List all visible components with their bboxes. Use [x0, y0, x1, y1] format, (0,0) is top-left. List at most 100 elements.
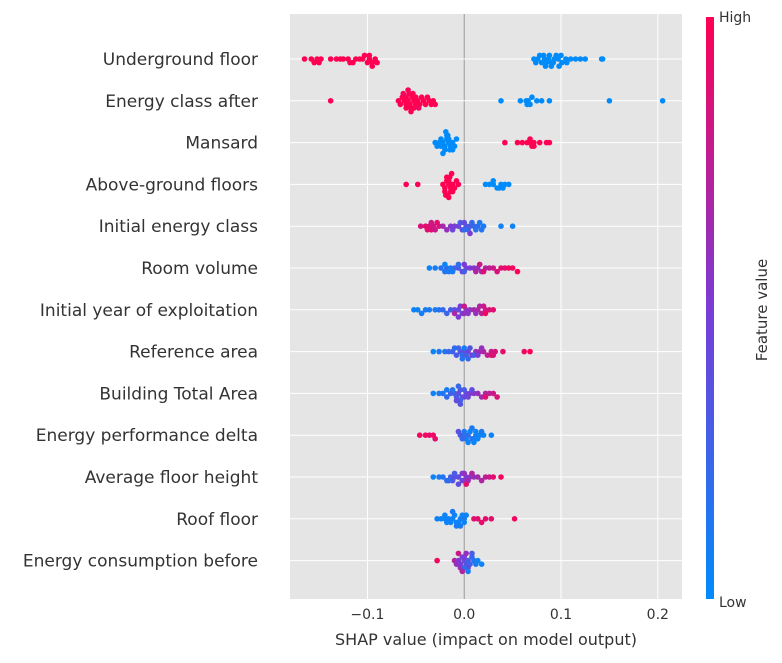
- shap-point: [467, 345, 473, 351]
- shap-point: [465, 568, 471, 575]
- shap-point: [486, 390, 493, 397]
- shap-point: [553, 52, 559, 59]
- shap-point: [422, 101, 429, 108]
- shap-point: [467, 230, 473, 237]
- shap-point: [434, 516, 440, 522]
- shap-point: [457, 219, 464, 226]
- shap-point: [490, 265, 497, 271]
- shap-point: [432, 436, 438, 442]
- shap-point: [546, 98, 553, 104]
- shap-point: [474, 557, 481, 564]
- shap-point: [400, 90, 407, 97]
- feature-label: Roof floor: [176, 510, 258, 530]
- shap-point: [426, 432, 433, 439]
- shap-point: [558, 52, 564, 59]
- shap-point: [446, 147, 453, 153]
- shap-point: [498, 98, 504, 104]
- shap-point: [490, 352, 497, 359]
- shap-point: [445, 477, 452, 484]
- feature-label: Underground floor: [103, 50, 258, 70]
- shap-point: [471, 516, 477, 522]
- shap-point: [442, 512, 448, 518]
- shap-point: [546, 139, 553, 146]
- shap-point: [416, 432, 423, 439]
- shap-point: [480, 268, 487, 275]
- shap-point: [473, 268, 479, 275]
- shap-point: [473, 310, 479, 317]
- shap-point: [455, 181, 462, 188]
- shap-point: [447, 307, 454, 313]
- shap-point: [444, 394, 450, 400]
- shap-point: [490, 307, 497, 313]
- shap-point: [502, 265, 508, 271]
- shap-point: [457, 401, 464, 408]
- shap-point: [467, 265, 473, 271]
- shap-point: [509, 223, 516, 229]
- shap-point: [403, 105, 409, 111]
- shap-point: [469, 470, 475, 477]
- feature-label: Energy class after: [105, 92, 258, 112]
- shap-point: [500, 348, 506, 355]
- shap-point: [428, 219, 435, 226]
- shap-point: [410, 90, 416, 97]
- x-tick-labels: −0.1 0.0 0.1 0.2: [350, 607, 669, 623]
- shap-point: [463, 512, 469, 518]
- shap-point: [465, 439, 471, 446]
- x-tick-label: 0.1: [550, 607, 572, 623]
- shap-point: [459, 477, 466, 484]
- shap-point: [514, 268, 521, 275]
- shap-point: [529, 94, 535, 100]
- shap-point: [455, 383, 462, 390]
- shap-point: [397, 101, 404, 108]
- feature-label: Energy consumption before: [23, 552, 258, 572]
- x-tick-label: 0.2: [647, 607, 669, 623]
- feature-label: Above-ground floors: [86, 175, 259, 195]
- shap-point: [430, 474, 437, 480]
- shap-point: [469, 387, 475, 393]
- shap-point: [465, 394, 471, 400]
- shap-point: [436, 474, 442, 480]
- shap-point: [473, 428, 479, 435]
- shap-point: [436, 348, 442, 355]
- shap-point: [476, 261, 483, 268]
- shap-point: [461, 227, 468, 233]
- shap-point: [521, 348, 528, 355]
- shap-point: [461, 310, 468, 317]
- shap-point: [455, 314, 462, 320]
- feature-label: Initial energy class: [99, 217, 258, 237]
- shap-point: [542, 63, 549, 69]
- shap-point: [461, 219, 468, 226]
- shap-point: [474, 436, 481, 442]
- shap-point: [474, 352, 481, 359]
- shap-point: [430, 348, 437, 355]
- shap-point: [527, 348, 533, 355]
- shap-point: [556, 63, 562, 69]
- shap-point: [478, 561, 485, 567]
- x-tick-label: 0.0: [453, 607, 475, 623]
- shap-point: [455, 481, 462, 488]
- shap-point: [457, 303, 464, 310]
- feature-label: Energy performance delta: [36, 426, 258, 446]
- shap-point: [449, 268, 456, 275]
- shap-point: [444, 227, 450, 233]
- shap-point: [488, 516, 495, 522]
- shap-point: [455, 345, 462, 351]
- shap-point: [426, 307, 433, 313]
- shap-point: [536, 139, 543, 146]
- shap-point: [461, 268, 468, 275]
- shap-point: [531, 143, 537, 149]
- shap-point: [340, 56, 347, 62]
- shap-point: [414, 307, 421, 313]
- shap-point: [461, 303, 468, 310]
- shap-point: [442, 261, 448, 268]
- shap-point: [361, 52, 368, 59]
- shap-point: [540, 52, 547, 59]
- shap-point: [422, 307, 429, 313]
- shap-point: [474, 474, 481, 480]
- shap-point: [536, 52, 543, 59]
- feature-label: Building Total Area: [99, 384, 258, 404]
- shap-point: [424, 227, 431, 233]
- shap-point: [453, 352, 460, 359]
- shap-point: [440, 223, 446, 229]
